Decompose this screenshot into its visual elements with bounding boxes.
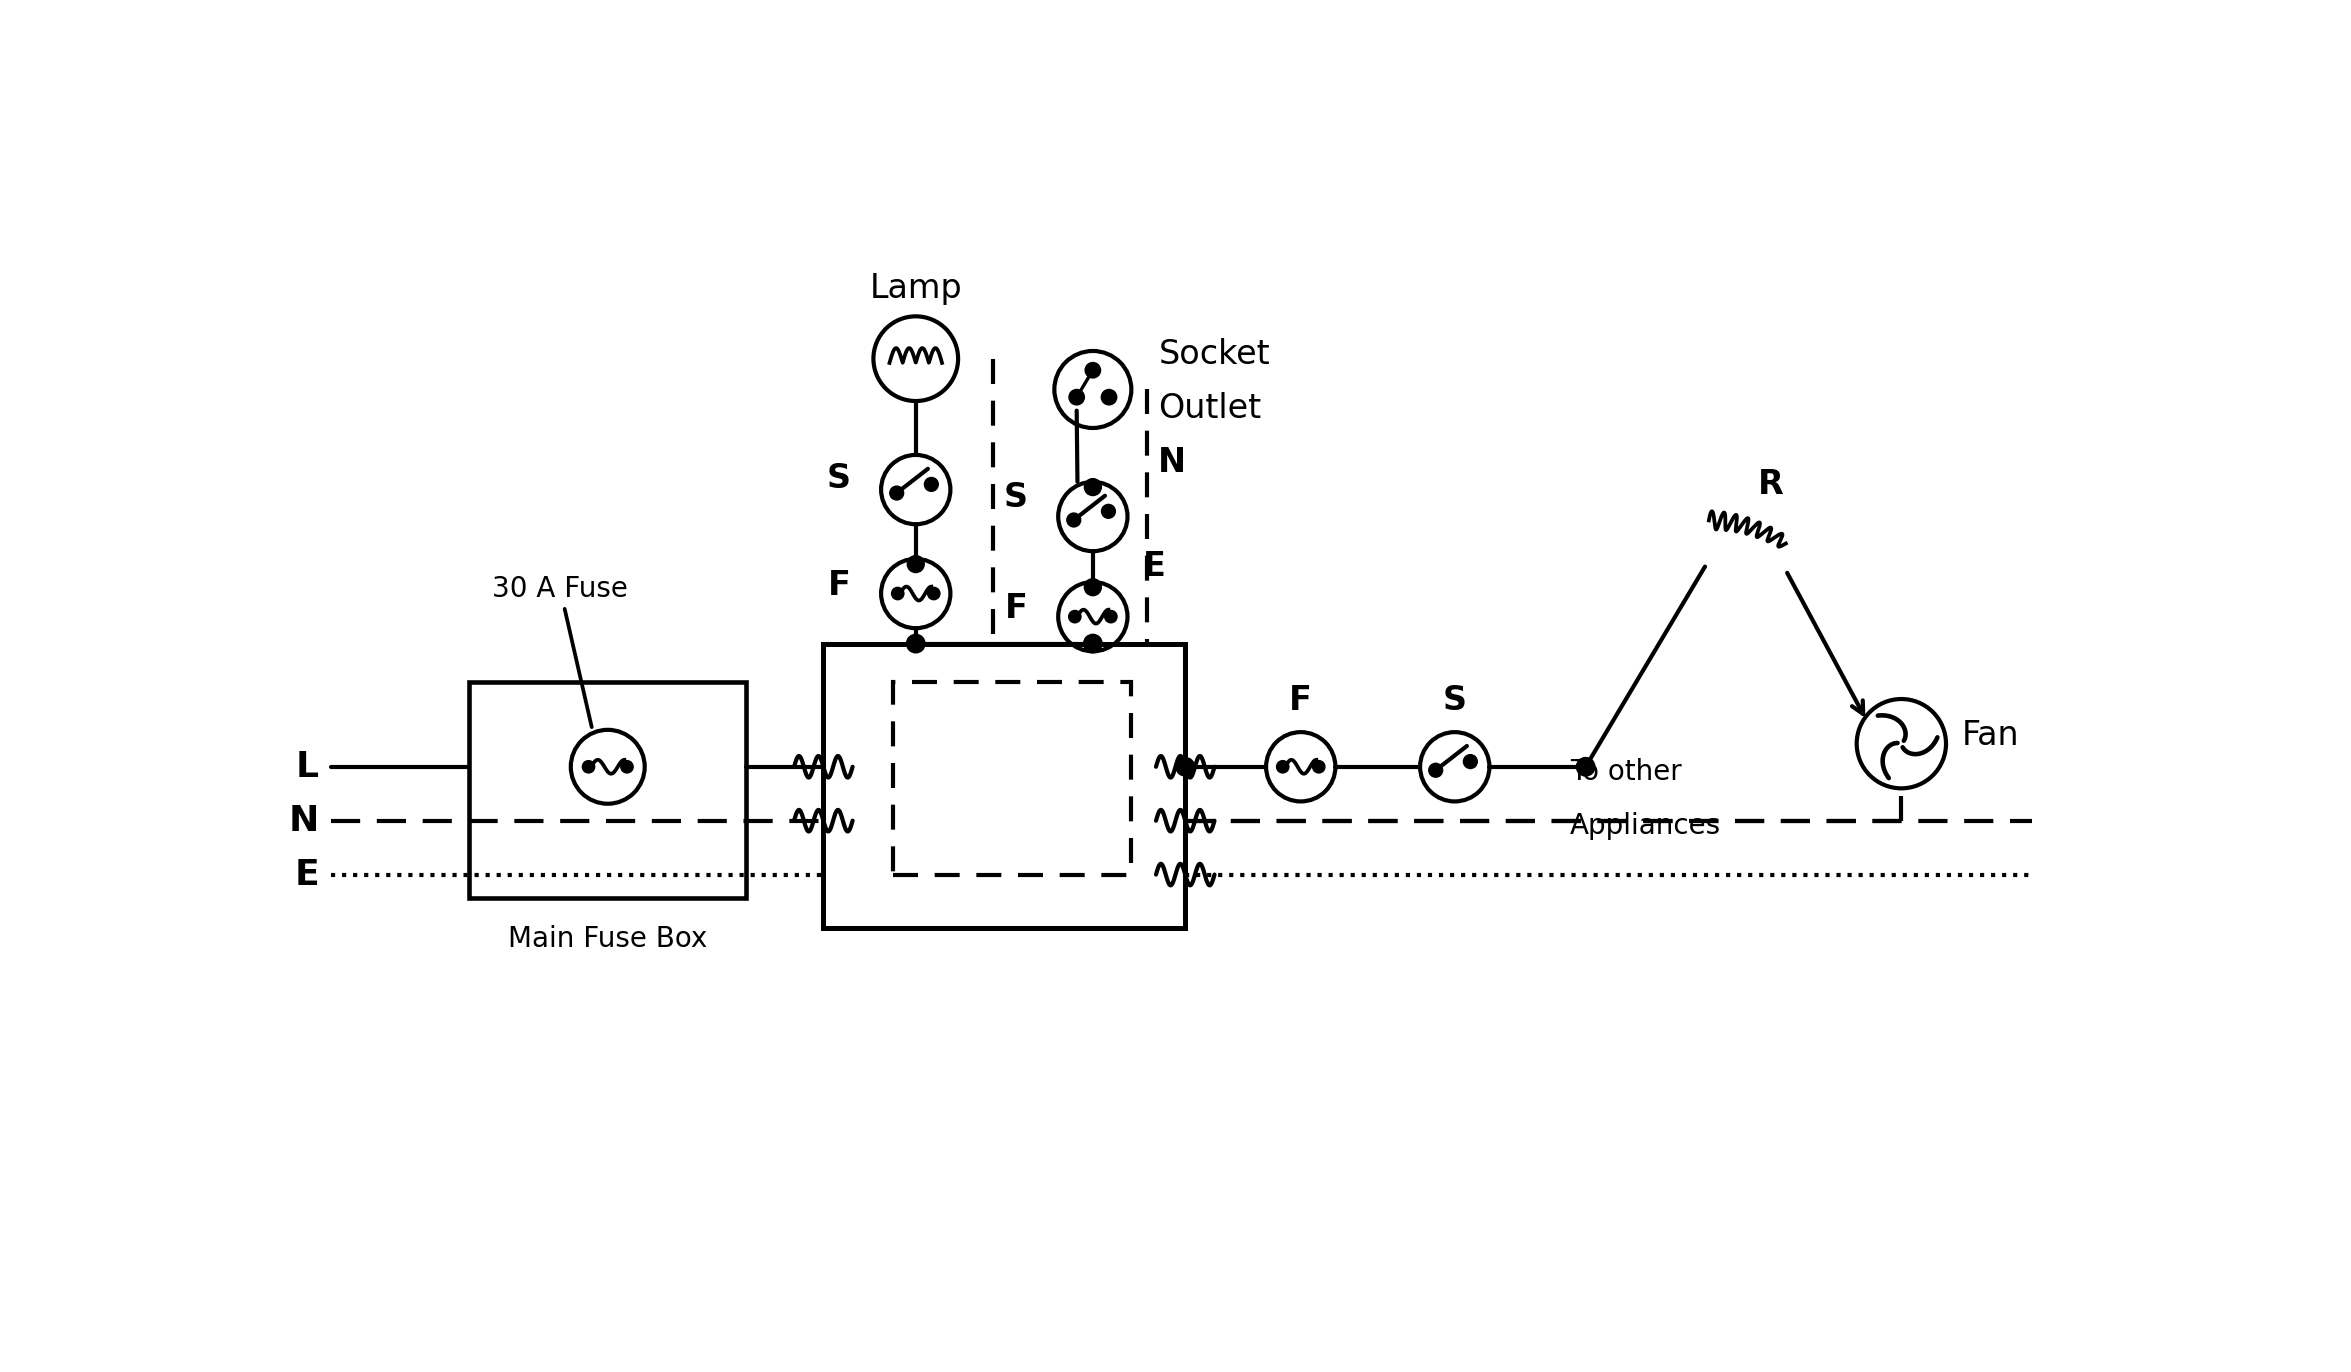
Text: S: S: [1444, 683, 1467, 716]
Circle shape: [1462, 755, 1476, 768]
Bar: [893, 682, 1131, 874]
Circle shape: [907, 556, 924, 572]
Text: To other: To other: [1570, 759, 1681, 786]
Text: F: F: [1004, 593, 1027, 626]
Text: E: E: [1143, 550, 1166, 583]
Circle shape: [1105, 611, 1117, 623]
Text: Lamp: Lamp: [870, 272, 962, 305]
Text: S: S: [825, 461, 851, 494]
Circle shape: [1578, 757, 1594, 777]
Circle shape: [1070, 611, 1081, 623]
Circle shape: [1429, 763, 1444, 777]
Circle shape: [1103, 505, 1114, 519]
Circle shape: [1312, 760, 1326, 772]
Circle shape: [1086, 362, 1100, 377]
Circle shape: [1084, 479, 1100, 495]
Circle shape: [1277, 760, 1288, 772]
Circle shape: [929, 587, 940, 600]
Circle shape: [891, 587, 903, 600]
Circle shape: [583, 760, 595, 772]
Bar: [823, 643, 1185, 929]
Bar: [470, 682, 745, 897]
Text: 30 A Fuse: 30 A Fuse: [491, 575, 628, 727]
Circle shape: [1084, 579, 1100, 595]
Text: R: R: [1759, 468, 1784, 501]
Circle shape: [1070, 390, 1084, 405]
Circle shape: [1084, 634, 1103, 653]
Text: Outlet: Outlet: [1159, 392, 1262, 425]
Text: L: L: [296, 749, 320, 783]
Text: F: F: [828, 569, 851, 602]
Text: Fan: Fan: [1961, 719, 2020, 752]
Text: N: N: [289, 804, 320, 838]
Text: Socket: Socket: [1159, 339, 1270, 372]
Circle shape: [621, 760, 632, 772]
Circle shape: [1067, 513, 1081, 527]
Circle shape: [907, 634, 924, 653]
Circle shape: [1176, 757, 1194, 777]
Circle shape: [924, 477, 938, 491]
Text: N: N: [1159, 446, 1187, 479]
Text: F: F: [1288, 683, 1312, 716]
Circle shape: [889, 486, 903, 499]
Circle shape: [1100, 390, 1117, 405]
Text: Main Fuse Box: Main Fuse Box: [508, 925, 708, 952]
Text: S: S: [1004, 480, 1027, 513]
Text: E: E: [294, 858, 320, 892]
Text: Appliances: Appliances: [1570, 812, 1721, 840]
